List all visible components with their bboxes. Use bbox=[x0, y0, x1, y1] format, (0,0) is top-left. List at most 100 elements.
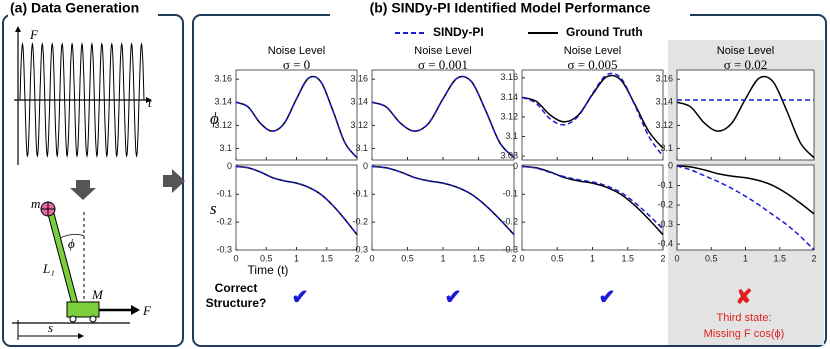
row-label: ϕ bbox=[210, 109, 219, 128]
axis-label: t bbox=[148, 95, 152, 110]
label: L₁ bbox=[42, 261, 55, 276]
plot-area bbox=[235, 164, 358, 251]
verdict-note: Third state: bbox=[716, 312, 771, 324]
y-tick-label: 3.12 bbox=[655, 120, 673, 130]
x-tick-label: 1.5 bbox=[320, 253, 333, 263]
x-tick-label: 0.5 bbox=[551, 253, 564, 263]
label: s bbox=[48, 320, 53, 335]
wheel bbox=[89, 315, 97, 323]
label: F bbox=[142, 303, 152, 318]
x-tick-label: 2 bbox=[354, 253, 359, 263]
noise-level: σ = 0 bbox=[283, 57, 310, 72]
structure-label: Structure? bbox=[206, 296, 267, 310]
y-tick-label: -0.4 bbox=[657, 239, 673, 249]
arrow-head bbox=[146, 97, 152, 103]
x-axis-label: Time (t) bbox=[248, 263, 289, 277]
arrow-head bbox=[15, 26, 21, 32]
verdict-note: Missing F cos(ϕ) bbox=[704, 328, 785, 340]
force-signal bbox=[19, 42, 145, 158]
x-tick-label: 0.5 bbox=[705, 253, 718, 263]
verdict: ✔ bbox=[445, 286, 462, 308]
row-label: s bbox=[210, 199, 217, 218]
y-tick-label: 3.14 bbox=[350, 97, 368, 107]
y-tick-label: -0.2 bbox=[352, 217, 368, 227]
verdict: ✔ bbox=[599, 286, 616, 308]
y-tick-label: 0 bbox=[513, 161, 518, 171]
line-series bbox=[521, 165, 664, 230]
plot-area bbox=[235, 69, 358, 161]
line-series bbox=[235, 75, 358, 159]
column-heading: Noise Level bbox=[564, 45, 621, 57]
line-series bbox=[521, 74, 664, 149]
y-tick-label: 3.12 bbox=[350, 120, 368, 130]
arrow-head bbox=[78, 333, 84, 339]
y-tick-label: -0.3 bbox=[657, 219, 673, 229]
line-series bbox=[676, 165, 815, 215]
plot-area bbox=[676, 69, 815, 161]
y-tick-label: -0.1 bbox=[657, 180, 673, 190]
x-tick-label: 1 bbox=[294, 253, 299, 263]
y-tick-label: -0.1 bbox=[216, 189, 232, 199]
panel-title: (a) Data Generation bbox=[10, 0, 139, 16]
y-tick-label: 3.14 bbox=[214, 97, 232, 107]
wheel bbox=[69, 315, 77, 323]
cart bbox=[66, 301, 100, 318]
y-tick-label: 3.12 bbox=[500, 111, 518, 121]
line-series bbox=[235, 165, 358, 236]
x-tick-label: 0.5 bbox=[260, 253, 273, 263]
y-tick-label: 0 bbox=[227, 161, 232, 171]
panel-title: (b) SINDy-PI Identified Model Performanc… bbox=[370, 0, 651, 16]
y-tick-label: 3.16 bbox=[214, 74, 232, 84]
label: ϕ bbox=[68, 236, 75, 251]
y-tick-label: -0.2 bbox=[502, 217, 518, 227]
plot-area bbox=[521, 69, 664, 161]
y-tick-label: 3.16 bbox=[350, 74, 368, 84]
title-bg bbox=[8, 1, 158, 17]
x-tick-label: 1 bbox=[590, 253, 595, 263]
angle-arc bbox=[59, 234, 85, 239]
structure-label: Correct bbox=[215, 281, 258, 295]
verdict: ✔ bbox=[292, 286, 309, 308]
x-tick-label: 0 bbox=[674, 253, 679, 263]
y-tick-label: 0 bbox=[668, 160, 673, 170]
y-tick-label: 3.1 bbox=[660, 143, 673, 153]
y-tick-label: 3.14 bbox=[655, 97, 673, 107]
plot-area bbox=[371, 69, 515, 161]
x-tick-label: 1.5 bbox=[773, 253, 786, 263]
y-tick-label: 3.1 bbox=[505, 131, 518, 141]
y-tick-label: 3.16 bbox=[655, 74, 673, 84]
plot-area bbox=[371, 164, 515, 251]
y-tick-label: 3.08 bbox=[500, 150, 518, 160]
y-tick-label: -0.3 bbox=[352, 244, 368, 254]
noise-level: σ = 0.001 bbox=[418, 57, 468, 72]
plot-area bbox=[521, 164, 664, 251]
y-tick-label: 3.1 bbox=[219, 143, 232, 153]
y-tick-label: -0.3 bbox=[216, 244, 232, 254]
line-series bbox=[371, 165, 515, 236]
down-arrow bbox=[70, 180, 96, 200]
label: m bbox=[31, 196, 40, 211]
column-heading: Noise Level bbox=[268, 45, 325, 57]
line-series bbox=[676, 75, 815, 159]
x-tick-label: 1.5 bbox=[472, 253, 485, 263]
x-tick-label: 2 bbox=[511, 253, 516, 263]
x-tick-label: 2 bbox=[660, 253, 665, 263]
y-tick-label: -0.3 bbox=[502, 244, 518, 254]
x-tick-label: 0 bbox=[519, 253, 524, 263]
legend-label: SINDy-PI bbox=[433, 25, 484, 39]
y-tick-label: 0 bbox=[363, 161, 368, 171]
y-tick-label: 3.12 bbox=[214, 120, 232, 130]
column-heading: Noise Level bbox=[717, 45, 774, 57]
y-tick-label: -0.1 bbox=[502, 189, 518, 199]
y-tick-label: -0.2 bbox=[216, 217, 232, 227]
y-tick-label: 3.1 bbox=[355, 143, 368, 153]
y-tick-label: 3.14 bbox=[500, 92, 518, 102]
x-tick-label: 2 bbox=[811, 253, 816, 263]
title-bg bbox=[330, 1, 690, 17]
axis-label: F bbox=[29, 27, 39, 42]
x-tick-label: 1 bbox=[440, 253, 445, 263]
line-series bbox=[371, 75, 515, 159]
y-tick-label: -0.1 bbox=[352, 189, 368, 199]
label: M bbox=[91, 287, 104, 302]
x-tick-label: 0 bbox=[369, 253, 374, 263]
